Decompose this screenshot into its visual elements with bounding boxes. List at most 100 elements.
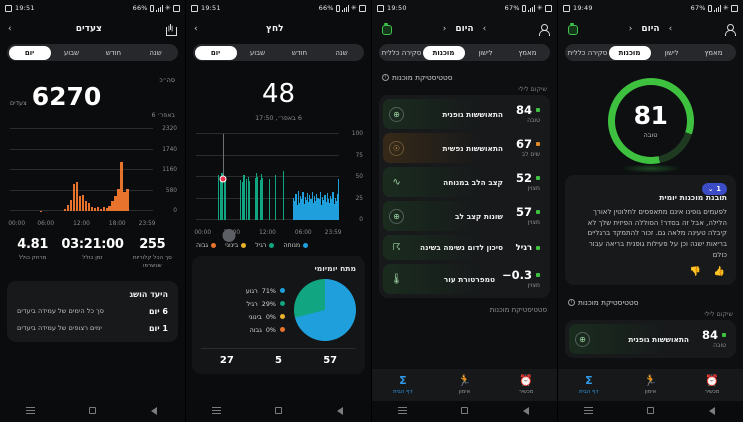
recents-button[interactable]	[186, 405, 248, 417]
nav-home[interactable]: Σ דף הבית	[372, 375, 434, 396]
chart-bar	[78, 196, 82, 212]
person-icon[interactable]	[538, 23, 550, 36]
tab-summary[interactable]: סקירה כללית	[567, 48, 608, 57]
nav-exercise[interactable]: 🏃 אימון	[620, 375, 682, 396]
chart-bar	[337, 194, 339, 220]
tab-readiness[interactable]: מוכנות	[608, 45, 651, 60]
chart-bar	[282, 170, 284, 220]
nav-device[interactable]: ⏰ מכשיר	[495, 375, 557, 396]
tab-month[interactable]: חודש	[291, 48, 308, 57]
back-button[interactable]	[123, 406, 185, 417]
tab-sleep[interactable]: לישון	[664, 48, 679, 57]
metric-row-hrv[interactable]: 57 מצוין שונות קצב לב ⊕	[383, 201, 546, 232]
nav-device[interactable]: ⏰ מכשיר	[681, 375, 743, 396]
chart-bar	[315, 201, 317, 220]
insight-card[interactable]: 1 ⌄ תובנת מוכנות יומית לפעמים גופינו אינ…	[565, 175, 736, 286]
pie-legend-medium: 0% בינוני	[246, 313, 285, 321]
alarm-icon	[359, 4, 366, 12]
alarm-icon	[731, 4, 738, 12]
forward-button[interactable]: ›	[194, 24, 198, 34]
metric-row-resting-hr[interactable]: 52 מצוין קצב הלב במנוחה ∿	[383, 167, 546, 198]
watch-icon[interactable]	[380, 23, 392, 35]
tab-overview[interactable]: מאמץ	[704, 48, 723, 57]
info-icon[interactable]: i	[382, 74, 389, 81]
tab-month[interactable]: חודש	[105, 48, 122, 57]
tab-week[interactable]: שבוע	[63, 48, 80, 57]
tab-day[interactable]: יום	[194, 45, 237, 60]
trio-value-2: 5	[275, 355, 282, 366]
home-button[interactable]	[620, 407, 682, 416]
tab-day[interactable]: יום	[8, 45, 51, 60]
steps-total-block: סה״כ 6270 צעדים 6 באפר׳	[0, 67, 185, 119]
gridline	[196, 154, 339, 156]
share-icon[interactable]	[166, 23, 177, 36]
prev-day-button[interactable]: ‹	[442, 24, 447, 34]
back-button[interactable]	[681, 406, 743, 417]
metric-row-apnea-risk[interactable]: רגיל סיכון לדום נשימה בשינה ☈	[383, 235, 546, 261]
recents-button[interactable]	[558, 405, 620, 417]
metric-value: 84	[510, 104, 540, 116]
tab-year[interactable]: שנה	[335, 48, 348, 57]
back-button[interactable]	[309, 406, 371, 417]
tab-week[interactable]: שבוע	[249, 48, 266, 57]
metric-row-physical-recovery[interactable]: 84 טובה התאוששות גופנית ⊕	[383, 99, 546, 130]
tab-readiness[interactable]: מוכנות	[422, 45, 465, 60]
tab-sleep[interactable]: לישון	[478, 48, 493, 57]
tab-summary[interactable]: סקירה כללית	[381, 48, 422, 57]
chart-bar	[84, 200, 87, 212]
status-left: 67% ✳	[691, 4, 738, 12]
tab-year[interactable]: שנה	[149, 48, 162, 57]
back-button[interactable]	[495, 406, 557, 417]
info-icon[interactable]: i	[568, 299, 575, 307]
metric-label: התאוששות גופנית	[442, 109, 503, 119]
steps-chart[interactable]: 0 580 1160 1740 2320 00:00 06:00 12:00 18:00 23:5…	[6, 125, 179, 229]
panel-body: סה״כ 6270 צעדים 6 באפר׳ 0 580 1160 1740 2320…	[0, 67, 185, 422]
recents-button[interactable]	[0, 405, 62, 417]
metric-row-mental-recovery[interactable]: 67 שים לב התאוששות נפשית ☉	[383, 133, 546, 164]
chart-bar	[309, 195, 311, 220]
chart-scrubber[interactable]	[222, 229, 236, 242]
nav-home-label: דף הבית	[393, 389, 413, 395]
stats-subtitle: שיקום לילי	[704, 310, 733, 319]
nav-exercise[interactable]: 🏃 אימון	[434, 375, 496, 396]
metric-sub: מצוין	[527, 219, 540, 227]
metric-sub: טובה	[527, 117, 540, 125]
insight-badge[interactable]: 1 ⌄	[701, 183, 727, 195]
legend-item-normal: רגיל	[255, 242, 275, 249]
insight-badge-count: 1	[716, 185, 721, 193]
sim-icon	[5, 4, 12, 12]
tab-overview[interactable]: מאמץ	[518, 48, 537, 57]
home-button[interactable]	[434, 407, 496, 416]
metric-value-group: 57 מצוין	[510, 206, 540, 226]
metric-row-physical[interactable]: 84 טובה התאוששות גופנית ⊕	[569, 324, 732, 355]
bluetooth-icon: ✳	[350, 3, 357, 12]
next-day-button[interactable]: ›	[668, 24, 673, 34]
thumb-up-icon[interactable]: 👍	[713, 267, 725, 278]
next-day-button[interactable]: ›	[482, 24, 487, 34]
chart-bar	[307, 193, 309, 220]
chart-bar	[331, 199, 333, 220]
nav-home[interactable]: Σ דף הבית	[558, 375, 620, 396]
stress-pie-chart[interactable]	[294, 279, 356, 341]
home-button[interactable]	[62, 407, 124, 416]
stats-title-row: סטטיסטיקת מוכנות i	[568, 298, 733, 307]
battery-percent-label: 66%	[318, 4, 334, 12]
chart-bar	[72, 184, 76, 212]
metric-row-skin-temp[interactable]: 0.3− מצוין טמפרטורת עור 🌡	[383, 264, 546, 295]
system-nav	[558, 401, 743, 422]
thumb-down-icon[interactable]: 👎	[689, 267, 701, 278]
metric-number: 84	[701, 328, 718, 343]
prev-day-button[interactable]: ‹	[628, 24, 633, 34]
battery-percent-label: 67%	[690, 4, 706, 12]
person-icon[interactable]	[724, 23, 736, 36]
panel-readiness-metrics: 67% ✳ 19:50 › היום ‹ מאמץ לישו	[371, 0, 557, 422]
chart-marker[interactable]	[219, 175, 227, 183]
home-button[interactable]	[248, 407, 310, 416]
recents-button[interactable]	[372, 405, 434, 417]
trio-cell-1: 57	[304, 355, 356, 366]
watch-icon[interactable]	[566, 23, 578, 35]
forward-button[interactable]: ›	[8, 24, 12, 34]
trio-cell-2: 5	[253, 355, 305, 366]
readiness-ring[interactable]: 81 טובה	[607, 78, 694, 164]
